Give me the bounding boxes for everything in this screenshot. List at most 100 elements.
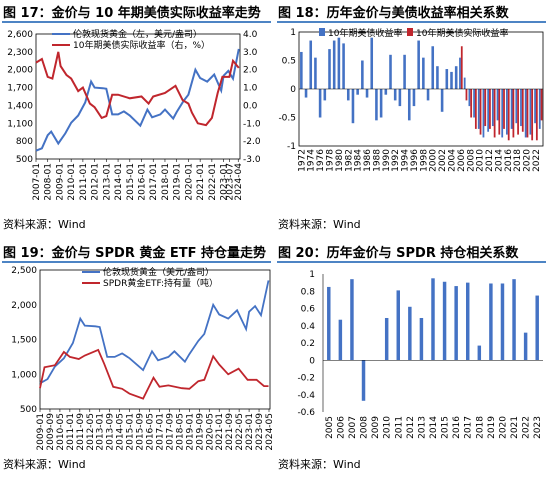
x-tick-label: 1996 bbox=[410, 149, 420, 172]
x-tick-label: 2011-01 bbox=[79, 163, 89, 201]
x-tick-label: 2014 bbox=[429, 416, 439, 439]
x-tick-label: 2005 bbox=[325, 416, 335, 439]
x-tick-label: 2007-01 bbox=[32, 163, 42, 201]
x-tick-label: 2020 bbox=[498, 416, 508, 439]
panel-fig18: 图 18：历年金价与美债收益率相关系数 1 0.5 0 -0.5 -1 1972 1974 1… bbox=[275, 0, 550, 240]
bar-0-1991 bbox=[389, 54, 392, 89]
bar-0-1990 bbox=[384, 89, 388, 95]
fig20-divider bbox=[277, 261, 546, 263]
bar-1-2023 bbox=[540, 89, 543, 121]
x-tick-label: 2015-01 bbox=[126, 163, 136, 201]
bar-2010 bbox=[384, 317, 389, 361]
y-tick-label: 500 bbox=[20, 405, 37, 415]
x-tick-label: 2023-07 bbox=[225, 163, 235, 201]
x-tick-label: 2024-05 bbox=[265, 413, 275, 451]
y-left-tick-label: 1,400 bbox=[7, 101, 33, 111]
bar-0-1998 bbox=[422, 57, 425, 89]
bar-0-1983 bbox=[351, 89, 355, 124]
bar-2005 bbox=[327, 286, 331, 361]
fig17-source: 资料来源：Wind bbox=[3, 218, 86, 231]
y-tick-label: 0 bbox=[309, 356, 315, 366]
bar-1-2009 bbox=[474, 89, 477, 129]
fig17-chart: 2,600 2,300 2,000 1,700 1,400 1,100 800 500 4.0 3… bbox=[7, 28, 261, 201]
x-tick-label: 2018-05 bbox=[175, 413, 185, 451]
panel-fig17: 图 17：金价与 10 年期美债实际收益率走势 2,600 2,300 2,000 1… bbox=[0, 0, 275, 240]
x-tick-label: 1978 bbox=[326, 149, 336, 172]
x-tick-label: 2014-01 bbox=[114, 163, 124, 201]
bar-2013 bbox=[419, 317, 424, 361]
x-tick-label: 2009-01 bbox=[36, 413, 46, 451]
bar-2019 bbox=[489, 283, 493, 361]
y-left-tick-label: 1,700 bbox=[7, 84, 33, 94]
y-tick-label: 2,000 bbox=[11, 301, 37, 311]
fig18-source: 资料来源：Wind bbox=[278, 218, 361, 231]
bar-2020 bbox=[500, 283, 505, 361]
y-left-tick-label: 2,000 bbox=[7, 66, 33, 76]
y-right-tick-label: 3.0 bbox=[243, 48, 258, 58]
bar-0-2007 bbox=[463, 77, 466, 89]
x-tick-label: 2017 bbox=[464, 416, 474, 439]
x-tick-label: 1994 bbox=[401, 149, 411, 172]
bar-0-2016 bbox=[506, 89, 508, 135]
bar-0-1986 bbox=[365, 89, 369, 98]
bar-1-2019 bbox=[521, 89, 524, 132]
bar-0-1982 bbox=[346, 89, 350, 101]
bar-1-2010 bbox=[479, 89, 482, 135]
x-tick-label: 2014 bbox=[494, 149, 504, 172]
x-tick-label: 1982 bbox=[344, 149, 354, 172]
x-tick-label: 2023-01 bbox=[220, 163, 230, 201]
bar-0-2012 bbox=[487, 89, 490, 132]
bar-0-1974 bbox=[309, 40, 313, 89]
legend-swatch-0 bbox=[319, 28, 325, 36]
x-tick-label: 2019-09 bbox=[195, 413, 205, 451]
panel-fig19: 图 19：金价与 SPDR 黄金 ETF 持仓量走势 2,500 2,000 1,5… bbox=[0, 240, 275, 480]
bar-0-2002 bbox=[440, 89, 444, 112]
y-left-tick-label: 2,600 bbox=[7, 30, 33, 40]
legend-label-1: 10年期美债实际收益率（右，%） bbox=[73, 39, 210, 51]
x-tick-label: 2004 bbox=[448, 149, 458, 172]
x-tick-label: 2013 bbox=[417, 416, 427, 439]
fig19-source: 资料来源：Wind bbox=[3, 458, 86, 471]
bar-2023 bbox=[535, 295, 539, 361]
plot-frame bbox=[35, 33, 241, 160]
x-tick-label: 2017-01 bbox=[149, 163, 159, 201]
x-tick-label: 2009-01 bbox=[55, 163, 65, 201]
series-line-0 bbox=[35, 48, 240, 152]
bar-2022 bbox=[523, 332, 528, 361]
x-tick-label: 2022 bbox=[532, 149, 542, 172]
y-right-tick-label: -1.0 bbox=[243, 119, 261, 129]
x-tick-label: 2018 bbox=[475, 416, 485, 439]
bar-2015 bbox=[442, 281, 447, 361]
x-tick-label: 2011-09 bbox=[76, 413, 86, 451]
legend: 10年期美债收益率 10年期美债实际收益率 bbox=[319, 27, 508, 39]
y-right-tick-label: -3.0 bbox=[243, 155, 261, 165]
x-tick-label: 2007 bbox=[348, 416, 358, 439]
x-tick-label: 1998 bbox=[419, 149, 429, 172]
x-tick-label: 2024-04 bbox=[234, 163, 244, 201]
y-right-tick-label: -2.0 bbox=[243, 137, 261, 147]
x-tick-label: 2011 bbox=[394, 416, 404, 439]
x-tick-label: 2015-01 bbox=[126, 413, 136, 451]
bar-0-1987 bbox=[370, 37, 374, 89]
bar-0-2008 bbox=[468, 89, 471, 107]
bar-0-2015 bbox=[501, 89, 504, 138]
x-tick-label: 2019 bbox=[487, 416, 497, 439]
series-line-1 bbox=[35, 51, 240, 127]
fig20-title: 图 20：历年金价与 SPDR 持仓相关系数 bbox=[278, 246, 519, 261]
bar-0-1978 bbox=[328, 49, 331, 89]
x-tick-label: 2023-09 bbox=[255, 413, 265, 451]
x-tick-label: 2002 bbox=[438, 149, 448, 172]
y-tick-label: -1 bbox=[287, 142, 296, 152]
x-tick-label: 2010 bbox=[476, 149, 486, 172]
x-tick-label: 2012 bbox=[406, 416, 416, 439]
bar-0-2022 bbox=[534, 89, 536, 124]
bar-0-1976 bbox=[318, 89, 322, 118]
x-tick-label: 2019-01 bbox=[173, 163, 183, 201]
bar-1-2016 bbox=[507, 89, 510, 141]
bar-1-2007 bbox=[465, 89, 468, 101]
fig19-title: 图 19：金价与 SPDR 黄金 ETF 持仓量走势 bbox=[3, 246, 267, 261]
legend-label-0: 伦敦现货黄金（左，美元/盎司） bbox=[73, 28, 202, 40]
bar-1-2015 bbox=[503, 89, 505, 129]
y-tick-label: 1,000 bbox=[11, 370, 37, 380]
